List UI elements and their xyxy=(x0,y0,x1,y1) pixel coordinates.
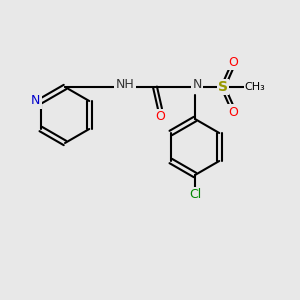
Text: S: S xyxy=(218,80,228,94)
Text: N: N xyxy=(192,77,202,91)
Text: Cl: Cl xyxy=(189,188,201,202)
Text: O: O xyxy=(228,106,238,118)
Text: CH₃: CH₃ xyxy=(244,82,266,92)
Text: N: N xyxy=(31,94,40,107)
Text: O: O xyxy=(155,110,165,124)
Text: NH: NH xyxy=(116,79,134,92)
Text: O: O xyxy=(228,56,238,68)
